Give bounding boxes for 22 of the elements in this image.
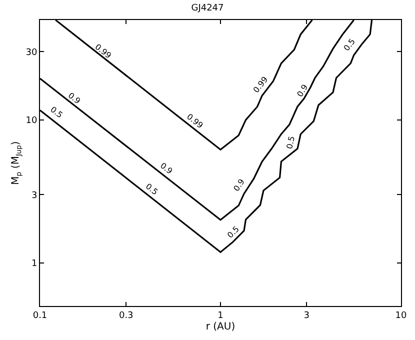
annotation: 0.5 bbox=[226, 224, 242, 240]
annotation: 0.5 bbox=[144, 182, 160, 197]
annotation: 0.5 bbox=[342, 37, 357, 53]
x-tick-label: 0.1 bbox=[32, 310, 48, 321]
annotation: 0.5 bbox=[285, 135, 297, 150]
annotation: 0.99 bbox=[184, 112, 205, 130]
y-tick-label: 1 bbox=[31, 259, 38, 270]
y-tick-label: 30 bbox=[26, 48, 38, 58]
annotation: 0.99 bbox=[93, 42, 113, 60]
annotation: 0.9 bbox=[158, 161, 174, 176]
annotation: 0.9 bbox=[232, 177, 246, 193]
y-tick-label: 3 bbox=[31, 190, 38, 201]
x-axis-title: r (AU) bbox=[206, 321, 236, 332]
annotation: 0.9 bbox=[295, 82, 310, 98]
x-tick-label: 0.3 bbox=[118, 310, 134, 321]
x-tick-label: 10 bbox=[395, 310, 407, 321]
x-tick-label: 1 bbox=[218, 310, 224, 321]
annotation: 0.5 bbox=[48, 104, 64, 120]
y-tick-label: 10 bbox=[26, 116, 38, 126]
chart-title: GJ4247 bbox=[191, 3, 224, 14]
x-tick-label: 3 bbox=[304, 310, 310, 321]
annotation: 0.9 bbox=[66, 90, 82, 106]
